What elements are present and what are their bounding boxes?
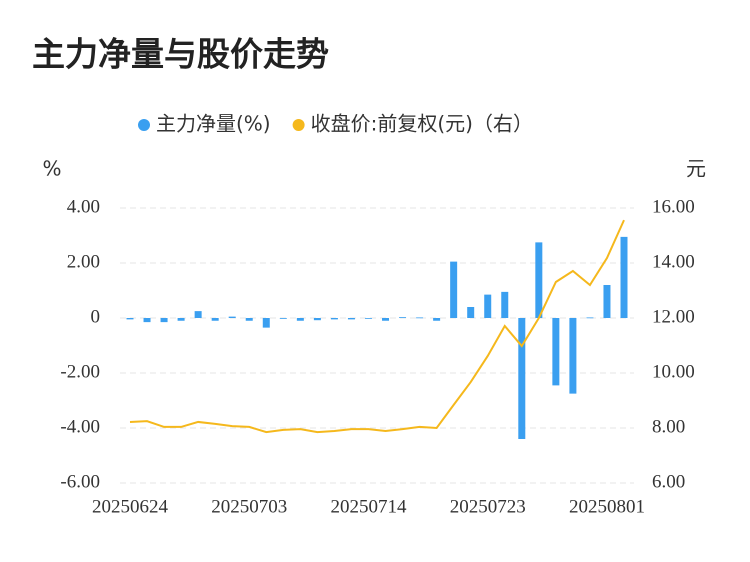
legend-marker xyxy=(138,119,150,131)
y-tick-label: 4.00 xyxy=(67,196,100,217)
y2-axis-unit: 元 xyxy=(686,157,706,181)
bar xyxy=(160,318,168,323)
y2-tick-label: 6.00 xyxy=(652,471,685,492)
bar xyxy=(399,317,407,318)
y2-tick-label: 16.00 xyxy=(652,196,695,217)
bar xyxy=(228,316,236,318)
bar xyxy=(620,236,628,318)
bar xyxy=(518,318,526,439)
y-tick-label: 0 xyxy=(91,306,101,327)
y2-tick-label: 10.00 xyxy=(652,361,695,382)
bar xyxy=(126,318,134,320)
bar xyxy=(450,261,458,318)
bar xyxy=(433,318,441,321)
x-tick-label: 20250801 xyxy=(569,496,645,517)
legend-label: 主力净量(%) xyxy=(156,112,271,136)
bar xyxy=(501,291,509,318)
bar xyxy=(177,318,185,321)
price-line xyxy=(129,219,625,434)
bar xyxy=(296,318,304,321)
bar xyxy=(569,318,577,394)
bar xyxy=(313,318,321,321)
bar xyxy=(467,307,475,318)
y-tick-label: -6.00 xyxy=(60,471,100,492)
bar xyxy=(143,318,151,323)
y-tick-label: 2.00 xyxy=(67,251,100,272)
bar xyxy=(535,242,543,318)
bar xyxy=(603,285,611,318)
bar xyxy=(279,318,287,319)
bar xyxy=(586,317,594,319)
x-tick-label: 20250714 xyxy=(330,496,407,517)
bar xyxy=(194,311,202,318)
bar xyxy=(262,318,270,328)
y2-tick-label: 12.00 xyxy=(652,306,695,327)
chart-title: 主力净量与股价走势 xyxy=(32,35,329,74)
x-tick-label: 20250624 xyxy=(92,496,169,517)
y-axis-unit: % xyxy=(42,157,61,181)
legend-label: 收盘价:前复权(元)（右） xyxy=(311,112,533,136)
x-tick-label: 20250723 xyxy=(450,496,526,517)
x-tick-label: 20250703 xyxy=(211,496,287,517)
y2-tick-label: 14.00 xyxy=(652,251,695,272)
y-tick-label: -4.00 xyxy=(60,416,100,437)
bar xyxy=(364,318,372,319)
bar xyxy=(484,294,492,318)
y2-tick-label: 8.00 xyxy=(652,416,685,437)
bar xyxy=(416,317,424,319)
legend-marker xyxy=(292,119,305,131)
bar xyxy=(382,318,390,321)
bar xyxy=(347,318,355,320)
bar xyxy=(552,318,560,386)
bar xyxy=(245,318,253,321)
bar xyxy=(211,318,219,321)
y-tick-label: -2.00 xyxy=(60,361,100,382)
bar xyxy=(330,318,338,320)
